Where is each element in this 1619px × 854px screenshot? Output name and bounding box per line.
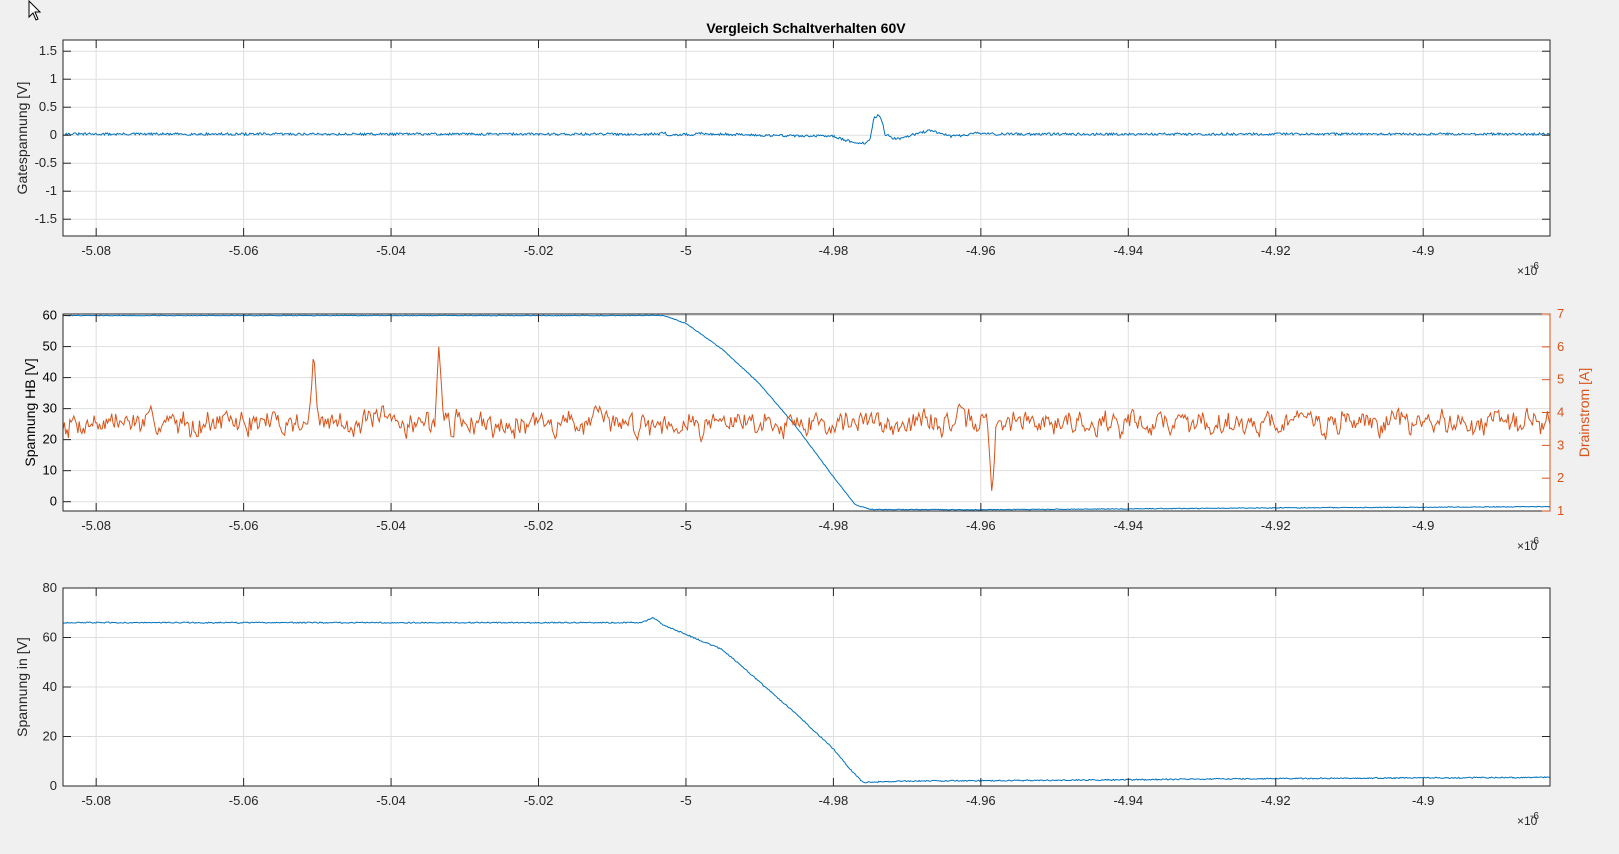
mouse-pointer-icon — [28, 0, 42, 21]
figure-title: Vergleich Schaltverhalten 60V — [706, 20, 906, 36]
y-tick-label: -0.5 — [35, 155, 57, 170]
x-exponent-label: ×10 — [1517, 539, 1538, 553]
x-tick-label: -4.92 — [1261, 243, 1291, 258]
x-tick-label: -5.06 — [229, 793, 259, 808]
x-tick-label: -4.9 — [1412, 793, 1434, 808]
y-tick-label: 0 — [50, 778, 57, 793]
axes-box — [62, 39, 1551, 237]
y-tick-label: 1.5 — [39, 43, 57, 58]
x-tick-label: -5.02 — [524, 518, 554, 533]
x-tick-label: -5.02 — [524, 243, 554, 258]
y-tick-label: 20 — [43, 432, 57, 447]
x-exponent-label: ×10 — [1517, 814, 1538, 828]
x-tick-label: -5.08 — [81, 793, 111, 808]
subplot-3: -5.08 -5.06 -5.04 -5.02 -5 -4.98 -4.96 -4.94 -4.… — [14, 580, 1551, 828]
series-group — [63, 113, 1550, 145]
x-tick-label: -4.98 — [819, 518, 849, 533]
x-tick-label: -5 — [680, 518, 692, 533]
y-tick-label: 40 — [43, 679, 57, 694]
x-tick-label: -5.04 — [376, 793, 406, 808]
y2-tick-label: 5 — [1557, 372, 1564, 387]
x-tick-label: -4.92 — [1261, 793, 1291, 808]
y-tick-label: 0 — [50, 127, 57, 142]
y-tick-label: 30 — [43, 401, 57, 416]
y-tick-label: -1.5 — [35, 211, 57, 226]
y-axis-label: Spannung in [V] — [14, 637, 30, 737]
series-line-1 — [63, 314, 1550, 511]
plot-area — [63, 40, 1550, 236]
y-tick-label: 10 — [43, 463, 57, 478]
x-tick-label: -5.02 — [524, 793, 554, 808]
x-tick-label: -5.04 — [376, 243, 406, 258]
y-tick-label: 60 — [43, 308, 57, 323]
series-line-1 — [63, 617, 1550, 784]
x-tick-label: -5.06 — [229, 518, 259, 533]
x-exponent-power: -6 — [1530, 811, 1539, 822]
series-line-2 — [63, 346, 1550, 491]
y-tick-label: -1 — [45, 183, 57, 198]
subplot-1: -5.08 -5.06 -5.04 -5.02 -5 -4.98 -4.96 -4.94 -4.… — [14, 39, 1551, 278]
y-tick-label: 1 — [50, 71, 57, 86]
x-exponent-power: -6 — [1530, 536, 1539, 547]
y-tick-label: 60 — [43, 630, 57, 645]
y2-tick-label: 6 — [1557, 339, 1564, 354]
y-tick-label: 0 — [50, 494, 57, 509]
x-tick-label: -4.98 — [819, 243, 849, 258]
y-tick-label: 40 — [43, 370, 57, 385]
x-tick-label: -4.94 — [1113, 518, 1143, 533]
series-group — [63, 314, 1550, 511]
x-tick-label: -5.08 — [81, 243, 111, 258]
x-tick-label: -4.96 — [966, 243, 996, 258]
x-tick-label: -4.92 — [1261, 518, 1291, 533]
series-group — [63, 617, 1550, 784]
y2-tick-label: 2 — [1557, 470, 1564, 485]
y-axis-label: Gatespannung [V] — [14, 82, 30, 195]
x-tick-label: -4.96 — [966, 518, 996, 533]
y-tick-label: 80 — [43, 580, 57, 595]
plot-area — [63, 314, 1550, 511]
subplot-2: -5.08 -5.06 -5.04 -5.02 -5 -4.98 -4.96 -4.94 -4.… — [22, 306, 1592, 553]
series-line-1 — [63, 113, 1550, 145]
x-tick-label: -4.94 — [1113, 243, 1143, 258]
y-tick-label: 0.5 — [39, 99, 57, 114]
x-tick-label: -4.94 — [1113, 793, 1143, 808]
y2-axis-label: Drainstrom [A] — [1576, 368, 1592, 457]
y2-tick-label: 3 — [1557, 437, 1564, 452]
x-exponent-label: ×10 — [1517, 264, 1538, 278]
y2-tick-label: 4 — [1557, 405, 1564, 420]
x-tick-label: -5.06 — [229, 243, 259, 258]
x-tick-label: -5.04 — [376, 518, 406, 533]
x-tick-label: -4.9 — [1412, 518, 1434, 533]
y-axis-label: Spannung HB [V] — [22, 358, 38, 466]
y2-tick-label: 7 — [1557, 306, 1564, 321]
y-tick-label: 50 — [43, 339, 57, 354]
x-tick-label: -4.96 — [966, 793, 996, 808]
x-exponent-power: -6 — [1530, 261, 1539, 272]
x-tick-label: -4.9 — [1412, 243, 1434, 258]
x-tick-label: -5 — [680, 243, 692, 258]
y-tick-label: 20 — [43, 729, 57, 744]
x-tick-label: -5 — [680, 793, 692, 808]
x-tick-label: -4.98 — [819, 793, 849, 808]
x-tick-label: -5.08 — [81, 518, 111, 533]
y2-tick-label: 1 — [1557, 503, 1564, 518]
